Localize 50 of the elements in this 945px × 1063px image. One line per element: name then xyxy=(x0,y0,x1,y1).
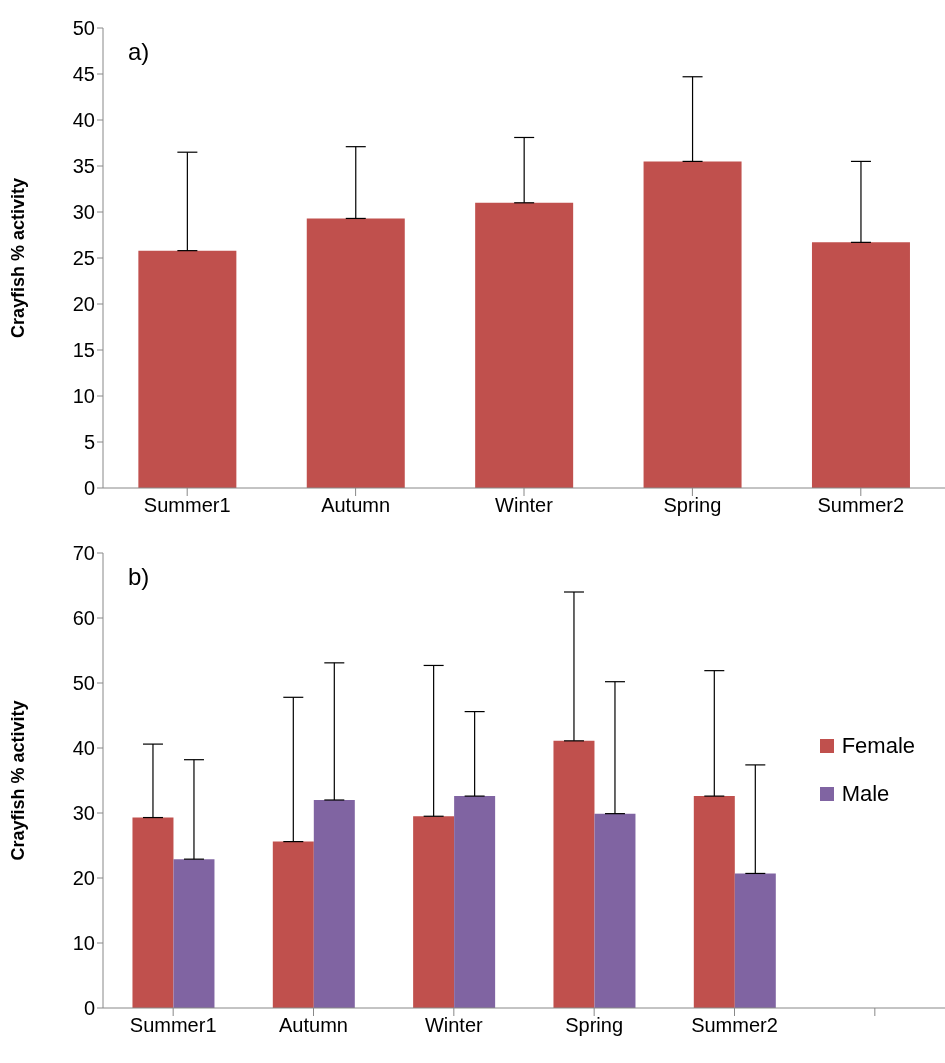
x-tick-label: Winter xyxy=(424,1014,484,1037)
y-tick-label: 0 xyxy=(83,477,95,500)
y-tick-label: 30 xyxy=(72,802,95,825)
bar xyxy=(734,873,776,1008)
x-tick-label: Spring xyxy=(565,1014,624,1037)
x-tick-label: Autumn xyxy=(279,1014,348,1037)
y-tick-label: 50 xyxy=(72,17,95,40)
bar xyxy=(475,202,574,488)
y-tick-label: 40 xyxy=(72,109,95,132)
y-tick-label: 60 xyxy=(72,607,95,630)
bar xyxy=(643,161,742,488)
y-axis-title: Crayfish % activity xyxy=(8,700,29,861)
bar xyxy=(138,250,237,488)
bar xyxy=(132,817,174,1008)
y-tick-label: 50 xyxy=(72,672,95,695)
y-tick-label: 70 xyxy=(72,542,95,565)
y-tick-label: 30 xyxy=(72,201,95,224)
y-tick-label: 25 xyxy=(72,247,95,270)
bar xyxy=(693,796,735,1008)
y-tick-label: 15 xyxy=(72,339,95,362)
y-tick-label: 20 xyxy=(72,867,95,890)
bar xyxy=(173,859,215,1008)
y-tick-label: 40 xyxy=(72,737,95,760)
y-tick-label: 45 xyxy=(72,63,95,86)
x-tick-label: Summer1 xyxy=(143,494,231,517)
legend-label: Female xyxy=(841,733,915,759)
y-tick-label: 35 xyxy=(72,155,95,178)
bar xyxy=(413,816,455,1008)
y-axis-title: Crayfish % activity xyxy=(8,177,29,339)
x-tick-label: Summer1 xyxy=(129,1014,217,1037)
legend-label: Male xyxy=(841,781,890,807)
annotation: a) xyxy=(128,38,150,66)
x-tick-label: Autumn xyxy=(321,494,391,517)
y-tick-label: 10 xyxy=(72,385,95,408)
bar xyxy=(553,740,595,1008)
x-tick-label: Winter xyxy=(495,494,554,517)
bar xyxy=(594,813,636,1008)
y-tick-label: 0 xyxy=(83,997,95,1020)
x-tick-label: Summer2 xyxy=(817,494,905,517)
x-tick-label: Spring xyxy=(663,494,722,517)
y-tick-label: 5 xyxy=(83,431,95,454)
y-tick-label: 20 xyxy=(72,293,95,316)
y-tick-label: 10 xyxy=(72,932,95,955)
annotation: b) xyxy=(128,563,150,591)
bar xyxy=(454,796,496,1008)
bar xyxy=(272,841,314,1008)
bar xyxy=(306,218,405,488)
bar xyxy=(313,800,355,1008)
bar xyxy=(811,242,910,488)
x-tick-label: Summer2 xyxy=(691,1014,778,1037)
